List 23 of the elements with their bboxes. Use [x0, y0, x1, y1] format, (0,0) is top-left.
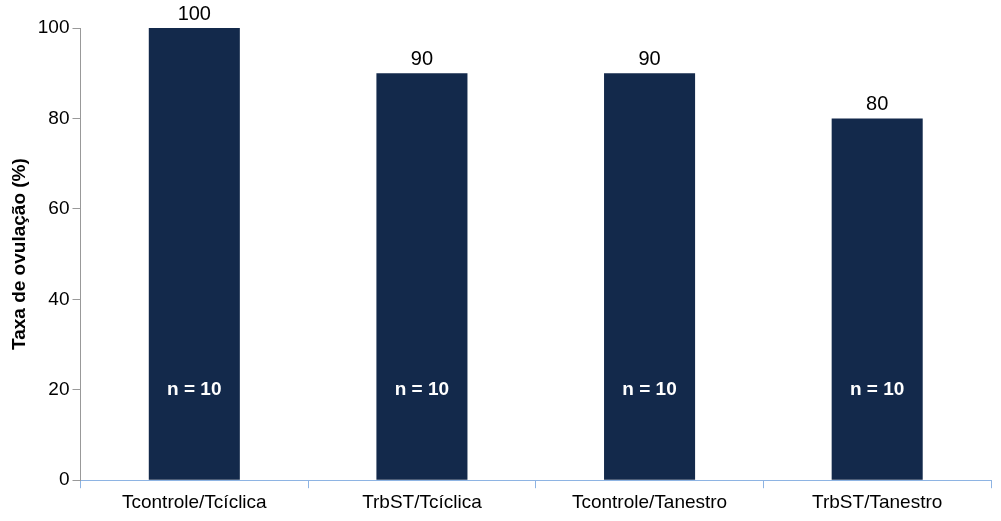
- annotation: n = 10: [622, 378, 677, 400]
- annotation: n = 10: [849, 378, 905, 400]
- bar: [831, 118, 923, 480]
- y-tick-label: 40: [48, 287, 70, 309]
- x-tick-label: Tcontrole/Tanestro: [571, 490, 728, 512]
- data-label: 100: [177, 1, 211, 24]
- y-tick-label: 20: [48, 377, 70, 399]
- annotation: n = 10: [167, 378, 222, 400]
- x-tick-label: Tcontrole/Tcíclica: [121, 490, 268, 512]
- y-tick-label: 80: [48, 106, 70, 128]
- bar: [604, 73, 696, 480]
- x-tick-label: TrbST/Tcíclica: [362, 490, 483, 512]
- y-tick-label: 0: [58, 468, 70, 490]
- x-tick-label: TrbST/Tanestro: [812, 490, 943, 512]
- bar: [376, 73, 468, 480]
- data-label: 90: [638, 46, 661, 69]
- y-axis-title: Taxa de ovulação (%): [7, 158, 29, 351]
- bar: [148, 28, 240, 480]
- data-label: 80: [866, 91, 889, 114]
- data-label: 90: [410, 46, 434, 69]
- y-tick-label: 60: [48, 197, 70, 219]
- y-tick-label: 100: [37, 16, 70, 38]
- annotation: n = 10: [394, 378, 450, 400]
